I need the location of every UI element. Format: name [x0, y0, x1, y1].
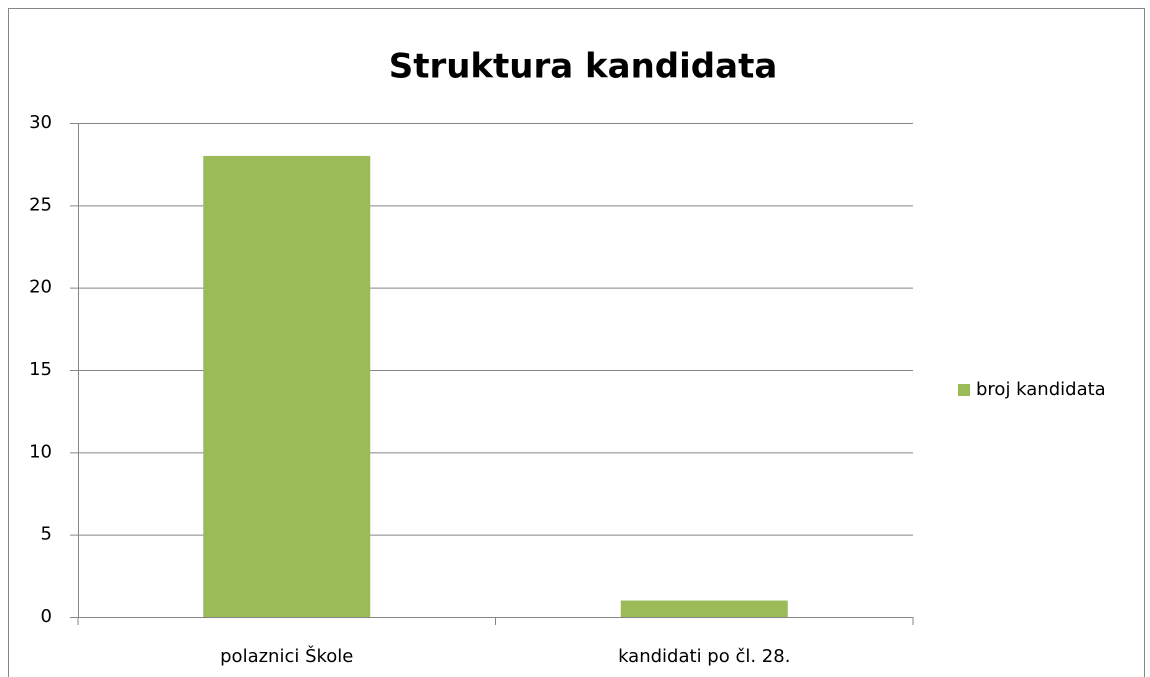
legend-swatch: [958, 384, 970, 396]
chart-title: Struktura kandidata: [389, 47, 778, 87]
chart-frame: [8, 8, 1145, 677]
y-tick-label: 15: [29, 359, 52, 380]
legend-label: broj kandidata: [976, 379, 1106, 400]
y-tick-label: 0: [41, 606, 52, 627]
x-tick-label: polaznici Škole: [220, 645, 353, 667]
y-tick-label: 20: [29, 277, 52, 298]
y-tick-label: 25: [29, 194, 52, 215]
bar: [620, 600, 788, 617]
y-tick-label: 10: [29, 441, 52, 462]
y-tick-label: 30: [29, 112, 52, 133]
y-tick-label: 5: [41, 524, 52, 545]
x-tick-label: kandidati po čl. 28.: [618, 646, 790, 667]
bar: [203, 155, 371, 617]
